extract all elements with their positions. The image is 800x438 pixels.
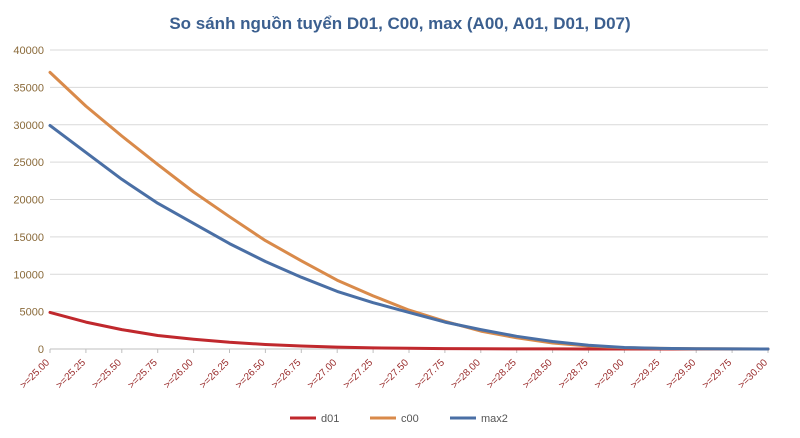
y-axis-ticks: 0 5000 10000 15000 20000 25000 30000 35000 40000 [13,45,44,356]
x-tick-label: >=25.75 [126,357,160,391]
y-tick-label: 15000 [13,232,44,244]
x-tick-label: >=29.50 [665,357,699,391]
x-tick-label: >=28.75 [557,357,591,391]
legend-label: d01 [321,413,339,425]
legend-label: c00 [401,413,419,425]
x-tick-label: >=25.50 [90,357,124,391]
x-tick-label: >=27.25 [341,357,375,391]
x-axis-ticks: >=25.00 >=25.25 >=25.50 >=25.75 >=26.00 >=26.… [18,349,770,391]
x-tick-label: >=25.25 [54,357,88,391]
x-tick-label: >=25.00 [18,357,52,391]
x-tick-label: >=26.75 [270,357,304,391]
y-tick-label: 10000 [13,269,44,281]
x-tick-label: >=27.00 [306,357,340,391]
y-tick-label: 20000 [13,195,44,207]
series-line-c00 [48,70,770,351]
x-tick-label: >=29.75 [700,357,734,391]
x-tick-label: >=26.00 [162,357,196,391]
legend: d01 c00 max2 [290,413,508,425]
chart-title: So sánh nguồn tuyển D01, C00, max (A00, … [169,14,630,33]
x-tick-label: >=26.50 [234,357,268,391]
x-tick-label: >=27.75 [413,357,447,391]
x-tick-label: >=30.00 [736,357,770,391]
x-tick-label: >=28.00 [449,357,483,391]
y-tick-label: 40000 [13,45,44,57]
series-line-d01 [48,310,770,351]
y-tick-label: 0 [38,344,44,356]
x-tick-label: >=26.25 [198,357,232,391]
y-tick-label: 30000 [13,120,44,132]
x-tick-label: >=29.25 [629,357,663,391]
y-tick-label: 35000 [13,82,44,94]
x-tick-label: >=28.25 [485,357,519,391]
gridlines [50,49,768,350]
y-tick-label: 5000 [20,307,44,319]
legend-label: max2 [481,413,508,425]
x-tick-label: >=27.50 [377,357,411,391]
x-tick-label: >=28.50 [521,357,555,391]
x-tick-label: >=29.00 [593,357,627,391]
series-line-max2 [48,124,770,351]
y-tick-label: 25000 [13,157,44,169]
series-lines [48,70,770,351]
